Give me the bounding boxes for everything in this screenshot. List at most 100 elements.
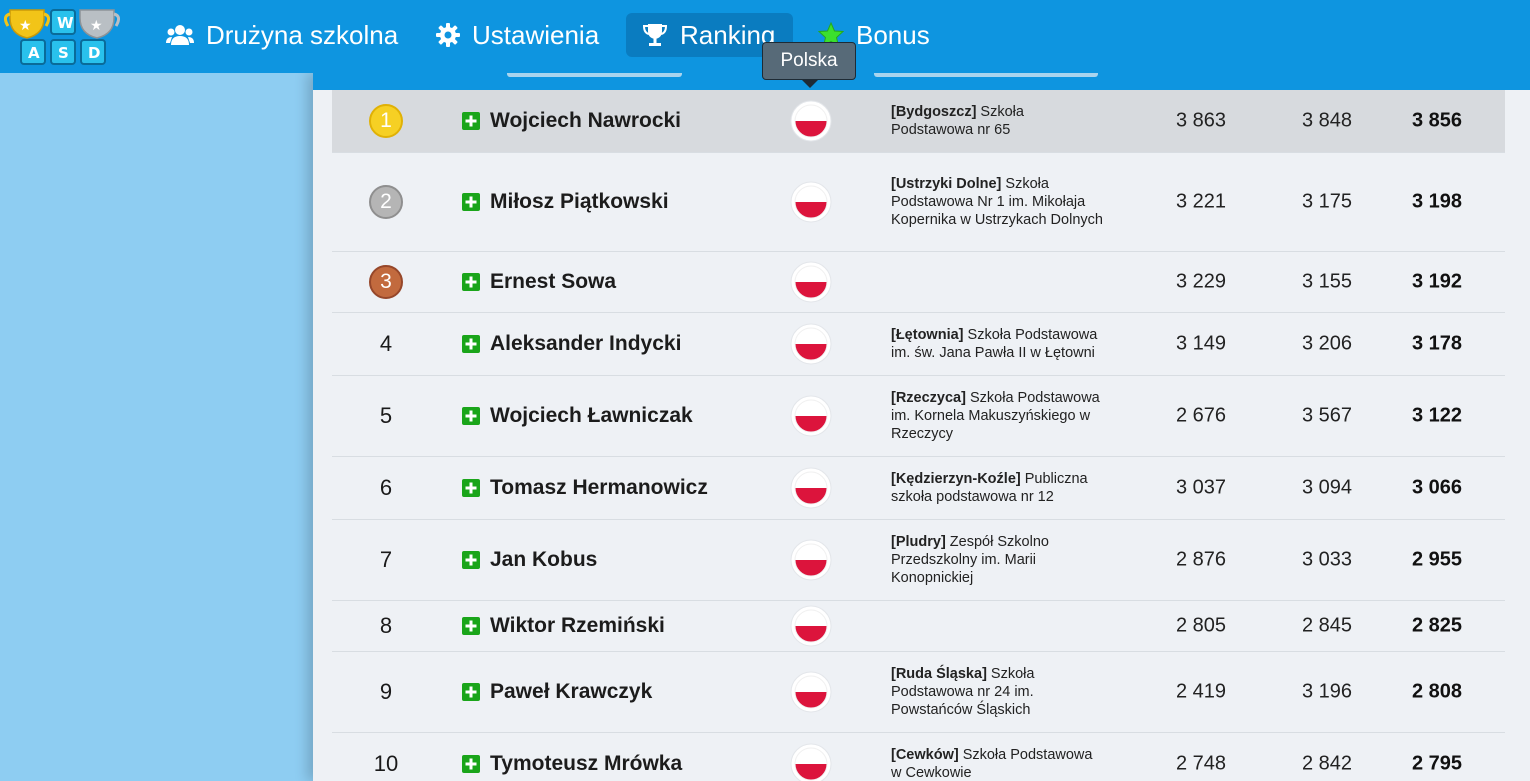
table-row[interactable]: 3 Ernest Sowa 3 229 3 155 3 192 [332, 252, 1505, 313]
expand-plus-icon[interactable] [462, 273, 480, 291]
school-info: [Cewków] Szkoła Podstawowa w Cewkowie [891, 746, 1106, 781]
poland-flag-icon[interactable] [790, 467, 832, 509]
flag-tooltip: Polska [762, 42, 856, 80]
player-name[interactable]: Aleksander Indycki [490, 332, 682, 355]
table-row[interactable]: 1 Wojciech Nawrocki [Bydgoszcz] Szkoła P… [332, 90, 1505, 153]
table-row[interactable]: 8 Wiktor Rzemiński 2 805 2 845 2 825 [332, 601, 1505, 652]
school-city: [Cewków] [891, 747, 959, 763]
silver-medal-icon: 2 [369, 185, 403, 219]
svg-text:★: ★ [19, 18, 32, 34]
player-name[interactable]: Miłosz Piątkowski [490, 190, 669, 213]
score-total: 3 198 [1411, 190, 1462, 213]
filter-tab-left[interactable] [507, 73, 682, 77]
rank-cell: 7 [379, 547, 393, 572]
table-row[interactable]: 10 Tymoteusz Mrówka [Cewków] Szkoła Pods… [332, 733, 1505, 781]
panel-header-strip [313, 73, 1530, 90]
poland-flag-icon[interactable] [790, 539, 832, 581]
svg-text:★: ★ [90, 18, 103, 34]
nav-team-label: Drużyna szkolna [206, 19, 399, 50]
logo-key-a: A [28, 44, 40, 62]
rank-cell: 3 [356, 265, 416, 299]
school-city: [Łętownia] [891, 327, 964, 343]
table-row[interactable]: 2 Miłosz Piątkowski [Ustrzyki Dolne] Szk… [332, 153, 1505, 252]
school-city: [Rzeczyca] [891, 390, 966, 406]
star-icon [818, 22, 844, 48]
school-info: [Kędzierzyn-Koźle] Publiczna szkoła pods… [891, 470, 1106, 506]
logo-key-w: W [57, 14, 74, 32]
nav-settings[interactable]: Ustawienia [436, 13, 599, 57]
score-2: 3 155 [1301, 270, 1352, 293]
expand-plus-icon[interactable] [462, 551, 480, 569]
player-name[interactable]: Jan Kobus [490, 548, 598, 571]
score-2: 3 094 [1301, 476, 1352, 499]
score-2: 3 196 [1301, 680, 1352, 703]
table-row[interactable]: 9 Paweł Krawczyk [Ruda Śląska] Szkoła Po… [332, 652, 1505, 733]
users-icon [166, 25, 194, 45]
player-name[interactable]: Wojciech Nawrocki [490, 109, 682, 132]
poland-flag-icon[interactable] [790, 743, 832, 781]
score-1: 2 805 [1175, 614, 1226, 637]
expand-plus-icon[interactable] [462, 335, 480, 353]
school-name: Szkoła Podstawowa nr 65 [891, 104, 1024, 138]
score-total: 3 066 [1411, 476, 1462, 499]
school-info: [Bydgoszcz] Szkoła Podstawowa nr 65 [891, 103, 1106, 139]
score-1: 3 037 [1175, 476, 1226, 499]
school-info: [Pludry] Zespół Szkolno Przedszkolny im.… [891, 533, 1106, 587]
table-row[interactable]: 7 Jan Kobus [Pludry] Zespół Szkolno Prze… [332, 520, 1505, 601]
score-2: 2 845 [1301, 614, 1352, 637]
expand-plus-icon[interactable] [462, 112, 480, 130]
player-name[interactable]: Ernest Sowa [490, 270, 617, 293]
score-total: 3 192 [1411, 270, 1462, 293]
rank-cell: 1 [356, 104, 416, 138]
score-2: 3 175 [1301, 190, 1352, 213]
player-name[interactable]: Wojciech Ławniczak [490, 404, 693, 427]
table-row[interactable]: 5 Wojciech Ławniczak [Rzeczyca] Szkoła P… [332, 376, 1505, 457]
player-name[interactable]: Wiktor Rzemiński [490, 614, 665, 637]
poland-flag-icon[interactable] [790, 323, 832, 365]
school-info: [Łętownia] Szkoła Podstawowa im. św. Jan… [891, 326, 1106, 362]
school-name: Szkoła Podstawowa im. Kornela Makuszyńsk… [891, 390, 1100, 442]
logo-key-d: D [88, 44, 100, 62]
nav-team[interactable]: Drużyna szkolna [166, 13, 398, 57]
expand-plus-icon[interactable] [462, 617, 480, 635]
poland-flag-icon[interactable] [790, 181, 832, 223]
rank-cell: 4 [379, 331, 393, 356]
score-1: 2 676 [1175, 404, 1226, 427]
table-row[interactable]: 6 Tomasz Hermanowicz [Kędzierzyn-Koźle] … [332, 457, 1505, 520]
rank-cell: 8 [379, 613, 393, 638]
rank-cell: 10 [373, 751, 399, 776]
player-name[interactable]: Paweł Krawczyk [490, 680, 653, 703]
poland-flag-icon[interactable] [790, 605, 832, 647]
score-total: 2 825 [1411, 614, 1462, 637]
school-name: Szkoła Podstawowa im. św. Jana Pawła II … [891, 327, 1098, 361]
table-row[interactable]: 4 Aleksander Indycki [Łętownia] Szkoła P… [332, 313, 1505, 376]
nav-settings-label: Ustawienia [472, 19, 600, 50]
score-1: 3 149 [1175, 332, 1226, 355]
player-name[interactable]: Tomasz Hermanowicz [490, 476, 708, 499]
school-city: [Pludry] [891, 534, 946, 550]
poland-flag-icon[interactable] [790, 261, 832, 303]
expand-plus-icon[interactable] [462, 683, 480, 701]
tooltip-arrow [801, 79, 819, 88]
bronze-medal-icon: 3 [369, 265, 403, 299]
player-name[interactable]: Tymoteusz Mrówka [490, 752, 683, 775]
rank-cell: 9 [379, 679, 393, 704]
wasd-logo[interactable]: ★ ★ W A S D [4, 4, 122, 70]
expand-plus-icon[interactable] [462, 407, 480, 425]
score-1: 3 221 [1175, 190, 1226, 213]
expand-plus-icon[interactable] [462, 755, 480, 773]
expand-plus-icon[interactable] [462, 479, 480, 497]
filter-tab-right[interactable] [874, 73, 1098, 77]
poland-flag-icon[interactable] [790, 671, 832, 713]
school-info: [Rzeczyca] Szkoła Podstawowa im. Kornela… [891, 389, 1106, 443]
tooltip-text: Polska [780, 50, 838, 71]
nav-bonus[interactable]: Bonus [818, 13, 930, 57]
school-city: [Ruda Śląska] [891, 666, 987, 682]
expand-plus-icon[interactable] [462, 193, 480, 211]
rank-cell: 6 [379, 475, 393, 500]
school-name: Szkoła Podstawowa nr 24 im. Powstańców Ś… [891, 666, 1035, 718]
score-total: 2 955 [1411, 548, 1462, 571]
rank-cell: 5 [379, 403, 393, 428]
poland-flag-icon[interactable] [790, 395, 832, 437]
poland-flag-icon[interactable] [790, 100, 832, 142]
